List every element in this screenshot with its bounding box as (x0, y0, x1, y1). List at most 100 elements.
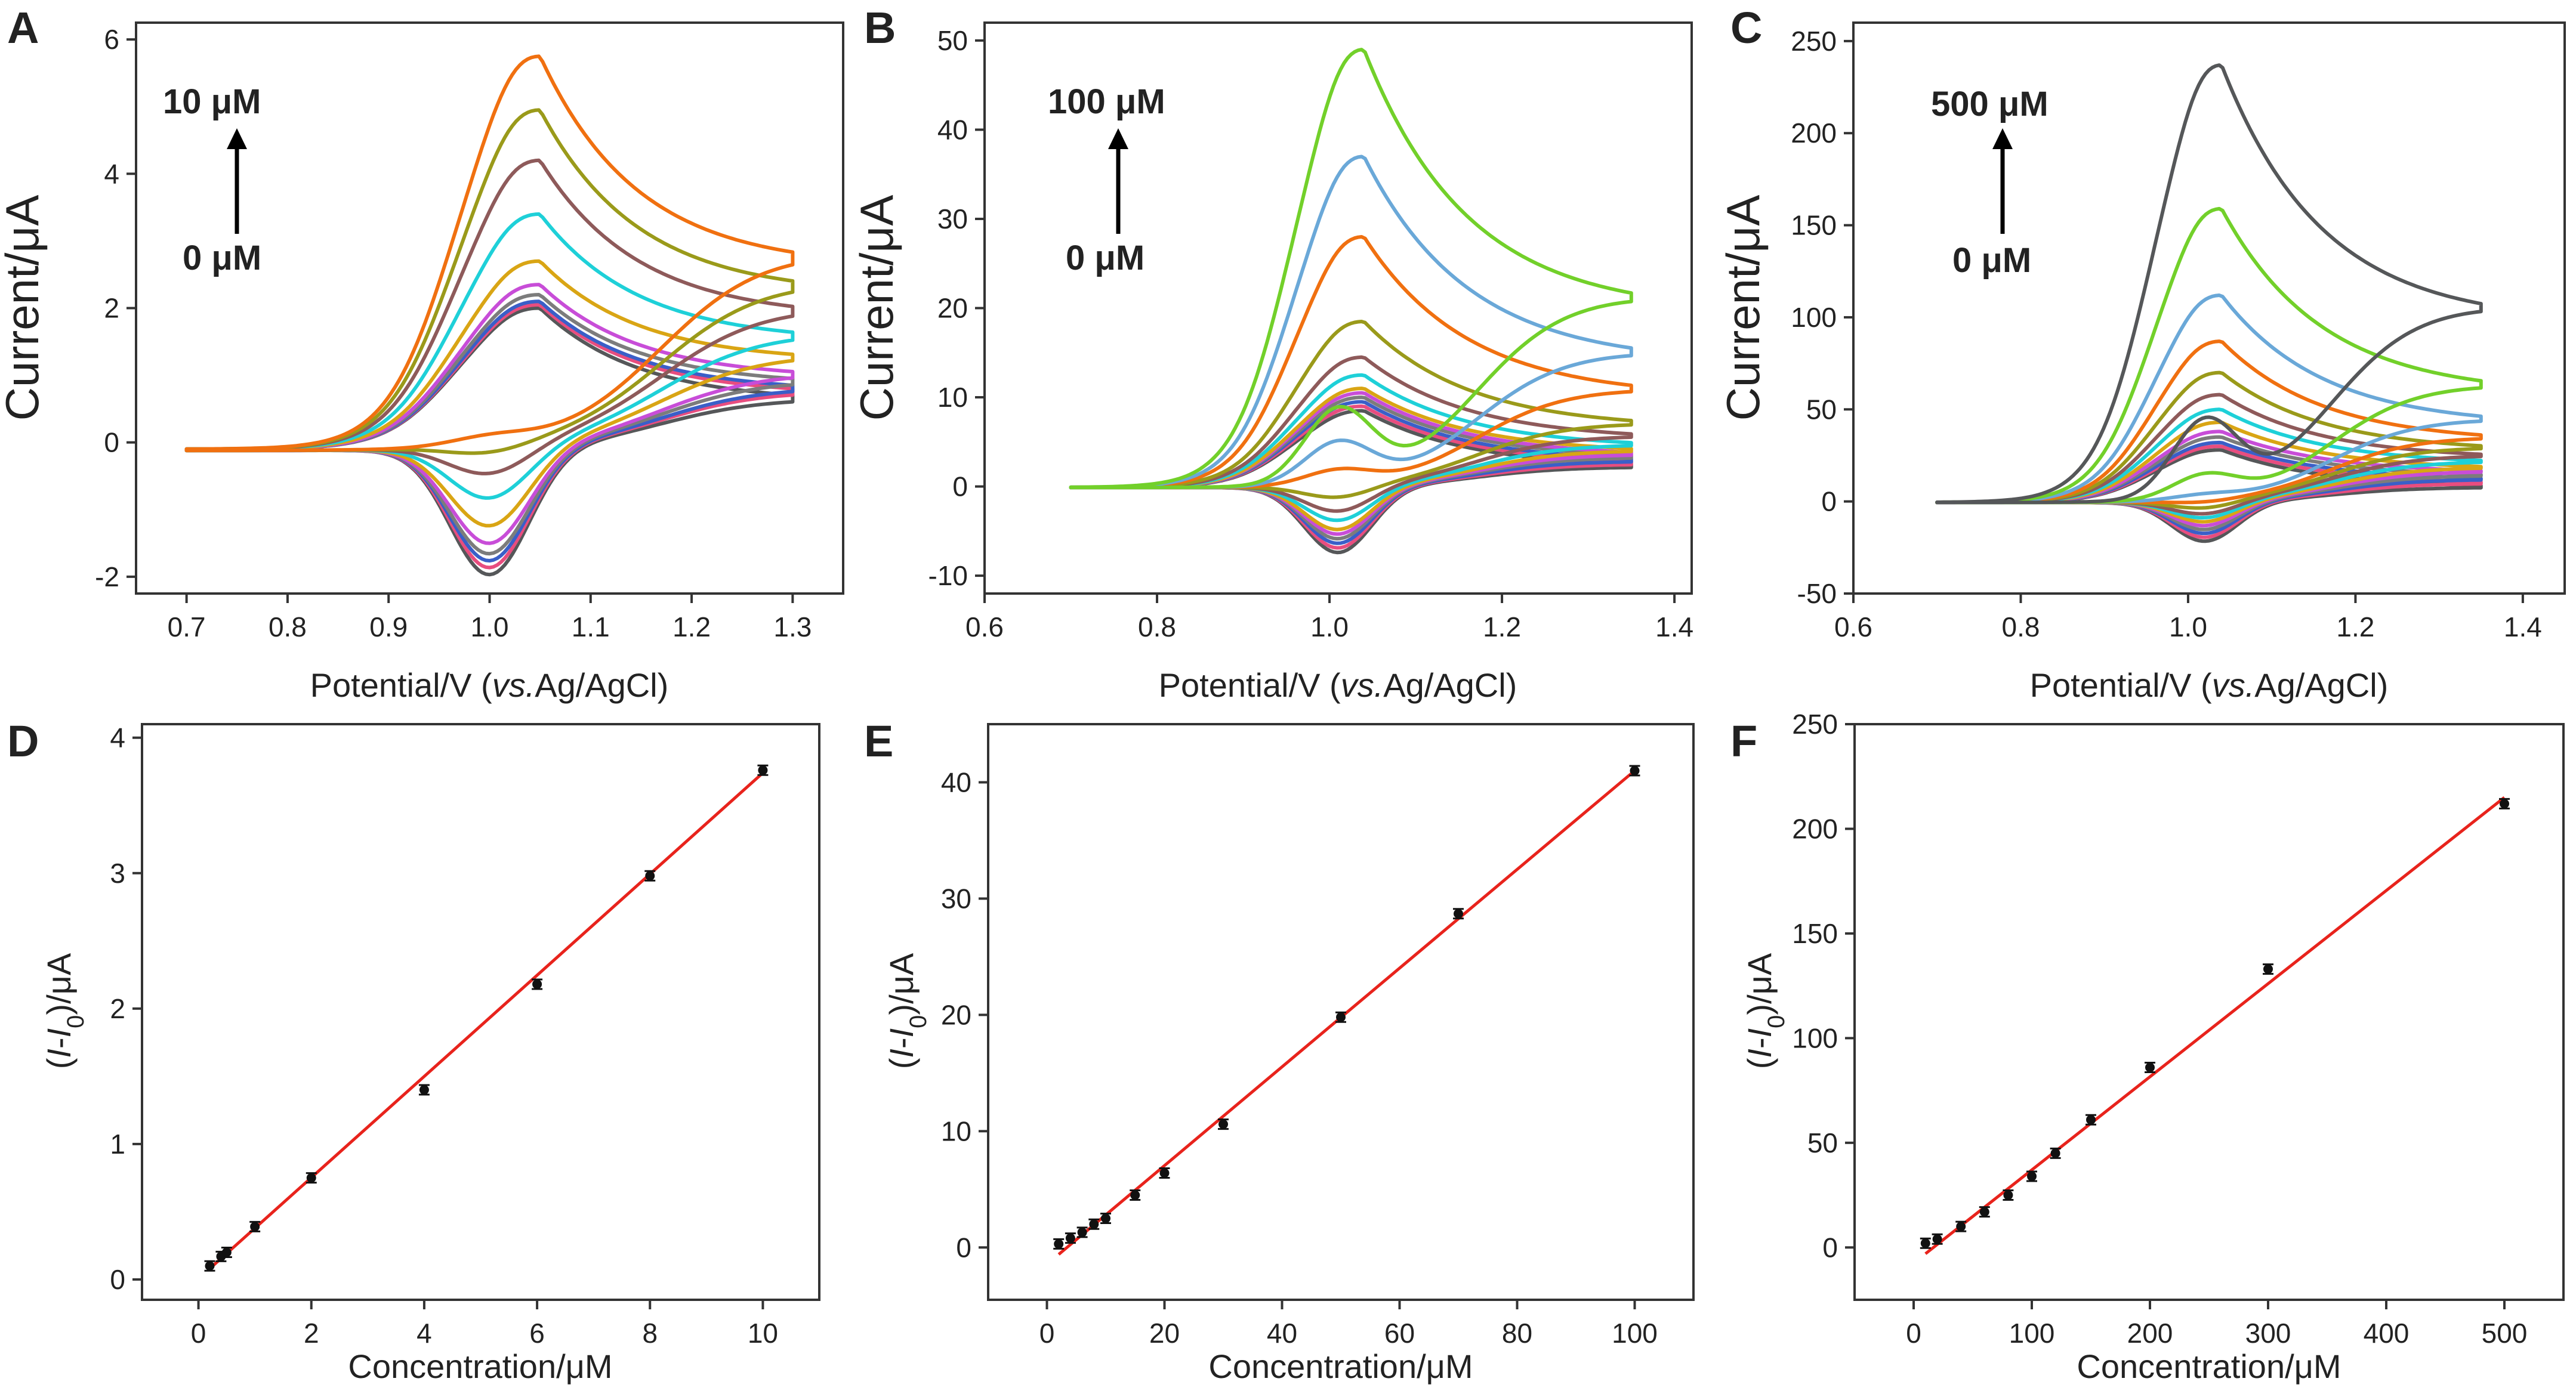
data-point-d-3 (249, 1220, 261, 1232)
y-tick-label-d-4: 4 (110, 722, 125, 753)
x-tick-label-d-2: 4 (417, 1318, 432, 1349)
x-tick-label-d-4: 8 (642, 1318, 658, 1349)
x-tick-label-a-3: 1.0 (471, 611, 509, 642)
panel-letter-f: F (1730, 716, 1757, 766)
data-point-d-4 (306, 1172, 317, 1184)
data-point-f-5 (2026, 1170, 2037, 1182)
fit-line-d (208, 771, 764, 1270)
data-point-f-0 (1920, 1237, 1931, 1249)
y-tick-label-e-3: 30 (941, 883, 971, 914)
x-tick-label-b-0: 0.6 (965, 611, 1004, 642)
cv-curves-a (184, 54, 795, 577)
x-tick-label-a-6: 1.3 (773, 611, 812, 642)
y-label-d-part-2: - (40, 1037, 78, 1049)
data-point-d-6 (532, 978, 543, 990)
x-axis-label-f: Concentration/μM (2077, 1348, 2341, 1385)
y-label-f-part-5: )/μA (1741, 953, 1778, 1015)
y-tick-label-d-2: 2 (110, 993, 125, 1024)
x-tick-label-d-0: 0 (191, 1318, 206, 1349)
annotation-top-b: 100 μM (1048, 82, 1165, 121)
x-tick-label-d-3: 6 (529, 1318, 545, 1349)
data-point-e-3 (1088, 1218, 1100, 1230)
y-axis-label-b: Current/μA (850, 195, 903, 421)
cv-series-a-6 (184, 212, 795, 500)
y-tick-label-a-1: 0 (104, 427, 119, 458)
y-tick-label-f-1: 50 (1807, 1127, 1838, 1158)
x-axis-label-b: Potential/V (vs.Ag/AgCl) (1159, 666, 1517, 704)
ticks-a: 0.7 0.8 0.9 1.0 1.1 1.2 1.3 -2 0 2 4 6 (95, 24, 812, 642)
y-label-f-part-4: 0 (1763, 1015, 1790, 1028)
y-label-e-part-5: )/μA (883, 953, 920, 1015)
annotation-arrow-c (1992, 128, 2013, 234)
data-point-f-10 (2499, 798, 2510, 809)
x-tick-label-c-3: 1.2 (2336, 611, 2374, 642)
data-point-f-8 (2145, 1061, 2155, 1073)
data-point-e-7 (1218, 1118, 1229, 1130)
y-label-f-part-3: I (1741, 1028, 1778, 1038)
y-label-d-part-0: ( (40, 1058, 78, 1069)
cv-series-b-2 (1069, 400, 1633, 545)
data-point-e-5 (1130, 1189, 1141, 1201)
data-point-d-2 (221, 1247, 232, 1259)
y-tick-label-c-1: 0 (1821, 486, 1837, 517)
y-tick-label-d-1: 1 (110, 1129, 125, 1160)
y-tick-label-b-3: 20 (937, 293, 968, 324)
data-point-e-2 (1076, 1226, 1088, 1238)
y-tick-label-f-2: 100 (1792, 1022, 1838, 1053)
y-label-d-part-1: I (40, 1049, 78, 1058)
x-tick-label-f-2: 200 (2127, 1318, 2173, 1349)
x-tick-label-e-0: 0 (1039, 1318, 1055, 1349)
x-axis-label-a: Potential/V (vs.Ag/AgCl) (310, 666, 669, 704)
data-point-e-10 (1629, 765, 1640, 777)
data-point-e-6 (1159, 1167, 1170, 1179)
x-tick-label-a-1: 0.8 (269, 611, 307, 642)
data-point-f-3 (1979, 1206, 1990, 1218)
y-axis-label-f: (I-I0)/μA (1741, 953, 1790, 1069)
fit-line-group-f (1924, 796, 2506, 1255)
data-points-d (204, 764, 769, 1272)
plot-frame-e (987, 723, 1695, 1301)
y-tick-label-b-2: 10 (937, 382, 968, 413)
x-tick-label-b-2: 1.0 (1310, 611, 1349, 642)
data-point-f-4 (2003, 1189, 2014, 1201)
annotation-arrow-b (1108, 128, 1128, 234)
cv-series-a-9 (184, 54, 795, 453)
y-label-f-part-0: ( (1741, 1058, 1778, 1069)
data-point-e-9 (1453, 908, 1464, 920)
data-point-e-8 (1335, 1011, 1346, 1023)
annotation-top-a: 10 μM (163, 82, 261, 121)
x-tick-label-f-0: 0 (1906, 1318, 1921, 1349)
x-tick-label-d-1: 2 (304, 1318, 319, 1349)
data-point-d-7 (644, 870, 656, 882)
y-tick-label-c-2: 50 (1806, 394, 1837, 425)
fit-line-group-d (208, 771, 764, 1270)
annotation-bottom-a: 0 μM (183, 239, 261, 277)
x-tick-label-f-5: 500 (2482, 1318, 2528, 1349)
panel-c: C 0.6 0.8 1.0 1.2 1.4 -50 0 50 100 150 200 250 Pote… (1717, 3, 2566, 704)
data-point-d-5 (418, 1084, 430, 1096)
data-points-e (1053, 765, 1640, 1250)
y-label-f-part-2: - (1741, 1037, 1778, 1049)
x-tick-label-a-0: 0.7 (168, 611, 206, 642)
x-tick-label-b-3: 1.2 (1483, 611, 1521, 642)
x-tick-label-e-1: 20 (1149, 1318, 1180, 1349)
x-tick-label-a-4: 1.1 (572, 611, 610, 642)
x-tick-label-f-4: 400 (2364, 1318, 2410, 1349)
x-tick-label-e-5: 100 (1612, 1318, 1658, 1349)
y-tick-label-e-4: 40 (941, 767, 971, 798)
data-point-f-6 (2050, 1147, 2061, 1159)
y-label-e-part-2: - (883, 1037, 920, 1049)
y-tick-label-f-3: 150 (1792, 918, 1838, 949)
x-tick-label-b-1: 0.8 (1138, 611, 1176, 642)
annotation-bottom-c: 0 μM (1952, 241, 2031, 280)
data-points-f (1920, 798, 2510, 1249)
y-tick-label-e-1: 10 (941, 1115, 971, 1146)
data-point-d-8 (757, 764, 769, 776)
cv-series-a-2 (184, 299, 795, 563)
x-tick-label-b-4: 1.4 (1655, 611, 1693, 642)
y-tick-label-b-0: -10 (928, 560, 968, 591)
y-tick-label-b-6: 50 (937, 25, 968, 56)
x-tick-label-a-2: 0.9 (369, 611, 408, 642)
